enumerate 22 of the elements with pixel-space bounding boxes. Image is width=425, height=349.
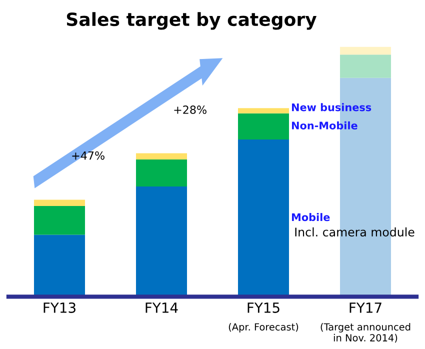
bar [238, 140, 289, 297]
annotation: +47% [72, 151, 104, 160]
bar [238, 108, 289, 114]
bar [34, 206, 85, 235]
bar [136, 160, 187, 186]
series-label: New business [292, 103, 372, 112]
bar [34, 234, 85, 297]
annotation: +28% [174, 106, 206, 114]
bar [340, 54, 391, 78]
series-label: Mobile [292, 213, 330, 222]
x-tick-label: FY14 [146, 302, 178, 313]
bar [136, 153, 187, 160]
bar [340, 46, 391, 55]
bar [238, 113, 289, 140]
x-tick-label: FY13 [44, 302, 76, 313]
bar [136, 186, 187, 297]
bar [34, 200, 85, 206]
category-label: FY17 (Target announced in Nov. 2014) [320, 302, 410, 343]
category-label: FY15 (Apr. Forecast) [228, 302, 298, 332]
annotation: Incl. camera module [295, 227, 414, 237]
series-label: Non-Mobile [292, 121, 358, 130]
chart-title: Sales target by category [66, 12, 317, 30]
